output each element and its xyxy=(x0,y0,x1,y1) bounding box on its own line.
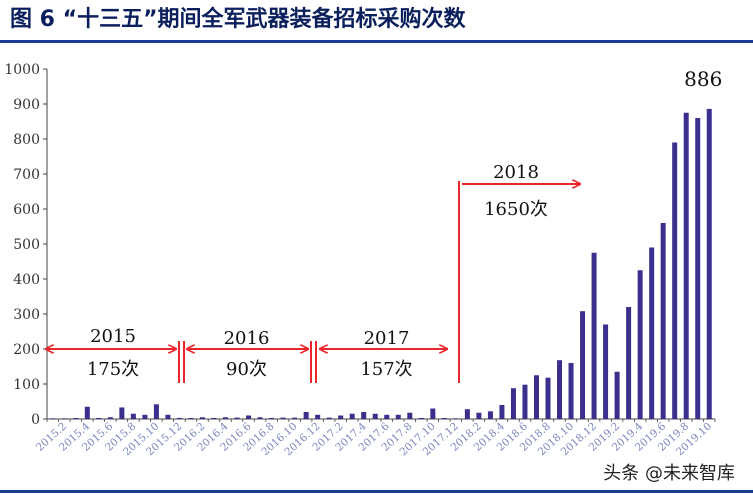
bar xyxy=(706,108,712,420)
bar xyxy=(649,247,655,419)
annotation-year-2016: 2016 xyxy=(224,328,270,349)
bar xyxy=(453,418,459,419)
y-tick-label: 100 xyxy=(13,377,40,393)
y-tick-label: 900 xyxy=(13,97,40,113)
y-tick-label: 1000 xyxy=(4,62,40,78)
bar xyxy=(430,408,436,419)
bar xyxy=(338,415,344,419)
bar xyxy=(418,417,424,419)
bar xyxy=(487,411,493,419)
y-tick-label: 600 xyxy=(13,202,40,218)
bar xyxy=(269,417,275,419)
bar xyxy=(522,384,528,419)
bar xyxy=(234,417,240,419)
bar xyxy=(580,311,586,419)
bar xyxy=(476,412,482,419)
annotation-count-2015: 175次 xyxy=(87,359,139,380)
bar xyxy=(557,360,563,419)
bar xyxy=(660,223,666,419)
bar xyxy=(395,414,401,419)
bar xyxy=(614,371,620,419)
y-tick-label: 700 xyxy=(13,167,40,183)
chart-bars xyxy=(50,108,712,420)
annotation-year-2015: 2015 xyxy=(90,326,136,347)
chart-annotations: 2015 175次 2016 90次 2017 157次 2018 1650次 886 xyxy=(46,67,722,383)
annotation-count-2016: 90次 xyxy=(226,359,267,380)
bar xyxy=(315,414,321,419)
y-tick-label: 300 xyxy=(13,307,40,323)
bar xyxy=(683,112,689,419)
bar xyxy=(84,406,90,419)
bar xyxy=(637,270,643,419)
bar xyxy=(199,417,205,419)
bar xyxy=(464,409,470,419)
bar xyxy=(292,417,298,419)
bar xyxy=(176,417,182,419)
bar xyxy=(96,417,102,419)
bar xyxy=(211,417,217,419)
bar xyxy=(407,412,413,419)
bar xyxy=(107,417,113,419)
annotation-count-2017: 157次 xyxy=(360,359,412,380)
y-tick-label: 400 xyxy=(13,272,40,288)
y-tick-label: 500 xyxy=(13,237,40,253)
y-tick-label: 0 xyxy=(31,412,40,428)
bar xyxy=(349,413,355,419)
bar xyxy=(130,413,136,419)
bar xyxy=(303,412,309,419)
bar xyxy=(223,417,229,419)
bar xyxy=(384,414,390,419)
annotation-year-2018: 2018 xyxy=(493,162,539,183)
bar xyxy=(568,363,574,419)
bar xyxy=(280,417,286,419)
chart-title: 图 6 “十三五”期间全军武器装备招标采购次数 xyxy=(10,7,466,32)
bar xyxy=(153,404,159,419)
bar xyxy=(257,417,263,419)
y-tick-label: 200 xyxy=(13,342,40,358)
bar xyxy=(165,414,171,419)
bar xyxy=(510,388,516,419)
bar xyxy=(626,307,632,419)
bar xyxy=(119,407,125,419)
bar xyxy=(603,324,609,419)
bar xyxy=(441,417,447,419)
bottom-divider xyxy=(0,490,753,493)
bar xyxy=(246,415,252,419)
last-value-label: 886 xyxy=(684,67,722,91)
watermark: 头条 @未来智库 xyxy=(599,459,739,485)
y-tick-label: 800 xyxy=(13,132,40,148)
bar xyxy=(73,417,79,419)
bar xyxy=(50,418,56,419)
bar xyxy=(533,375,539,419)
bar xyxy=(591,252,597,419)
bar xyxy=(61,418,67,419)
bar xyxy=(326,417,332,419)
bar xyxy=(672,142,678,419)
bar xyxy=(361,412,367,419)
title-divider xyxy=(0,40,753,43)
x-tick-labels: 2015.22015.42015.62015.82015.102015.1220… xyxy=(34,420,714,458)
bar xyxy=(545,377,551,419)
bar xyxy=(695,118,701,419)
annotation-count-2018: 1650次 xyxy=(484,199,548,220)
bar xyxy=(372,413,378,419)
bar xyxy=(142,414,148,419)
bar xyxy=(499,405,505,419)
annotation-year-2017: 2017 xyxy=(364,328,410,349)
bar xyxy=(188,417,194,419)
